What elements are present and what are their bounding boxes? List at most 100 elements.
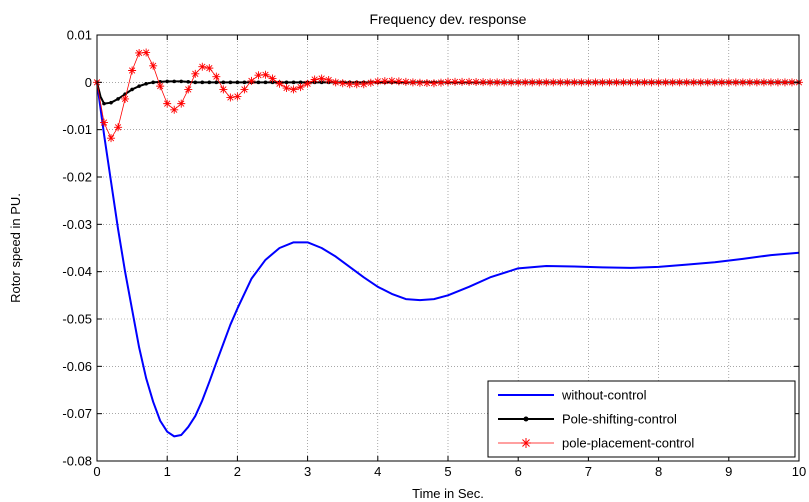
legend: without-control Pole-shifting-control pole…: [487, 380, 796, 458]
data-point: [121, 94, 130, 103]
data-point: [373, 77, 382, 86]
data-point: [296, 83, 305, 92]
data-point: [401, 77, 410, 86]
data-point: [661, 78, 670, 87]
data-point: [261, 70, 270, 79]
data-point: [114, 123, 123, 132]
data-point: [219, 85, 228, 94]
data-point: [422, 79, 431, 88]
legend-item: without-control: [498, 388, 647, 403]
data-point: [479, 78, 488, 87]
data-point: [275, 79, 284, 88]
data-point: [144, 81, 148, 86]
x-tick-label: 3: [304, 464, 311, 479]
data-point: [130, 87, 134, 92]
data-point: [717, 78, 726, 87]
data-point: [200, 80, 205, 85]
data-point: [759, 78, 768, 87]
data-point: [137, 84, 141, 88]
data-point: [647, 78, 656, 87]
data-point: [486, 78, 495, 87]
data-point: [263, 80, 268, 85]
data-point: [242, 80, 247, 85]
data-point: [542, 78, 551, 87]
data-point: [549, 78, 558, 87]
data-point: [109, 100, 113, 105]
y-tick-label: -0.07: [62, 406, 92, 421]
series-without-control: [96, 82, 800, 438]
data-point: [338, 79, 347, 88]
data-point: [465, 77, 474, 86]
data-point: [458, 77, 467, 86]
data-point: [228, 80, 233, 85]
data-point: [528, 78, 537, 87]
data-point: [556, 78, 565, 87]
x-tick-label: 5: [444, 464, 451, 479]
data-point: [128, 66, 137, 75]
data-point: [324, 75, 333, 84]
data-point: [212, 72, 221, 81]
x-tick-label: 2: [234, 464, 241, 479]
data-point: [626, 78, 635, 87]
legend-marker: [521, 438, 531, 448]
data-point: [352, 80, 361, 89]
data-point: [282, 84, 291, 93]
data-point: [359, 80, 368, 89]
y-tick-label: -0.02: [62, 170, 92, 185]
data-point: [472, 78, 481, 87]
series-layer: [93, 48, 803, 438]
data-point: [738, 78, 747, 87]
x-tick-label: 6: [515, 464, 522, 479]
data-point: [156, 82, 165, 91]
series-pole-placement-control: [93, 48, 803, 143]
y-tick-label: -0.04: [62, 264, 92, 279]
data-point: [619, 78, 628, 87]
y-tick-label: -0.06: [62, 359, 92, 374]
data-point: [577, 78, 586, 87]
data-point: [394, 77, 403, 86]
data-point: [703, 78, 712, 87]
data-point: [521, 78, 530, 87]
data-point: [170, 105, 179, 114]
data-point: [591, 78, 600, 87]
x-tick-label: 10: [792, 464, 806, 479]
data-point: [429, 79, 438, 88]
legend-item: pole-placement-control: [498, 436, 694, 451]
data-point: [731, 78, 740, 87]
data-point: [331, 78, 340, 87]
data-point: [605, 78, 614, 87]
data-point: [298, 80, 303, 85]
y-tick-label: -0.08: [62, 454, 92, 469]
data-point: [172, 79, 177, 84]
data-point: [149, 61, 158, 70]
data-point: [184, 85, 193, 94]
data-point: [235, 80, 240, 85]
data-point: [507, 78, 516, 87]
data-point: [163, 99, 172, 108]
legend-marker: [523, 416, 529, 422]
data-point: [563, 78, 572, 87]
data-point: [151, 80, 155, 85]
data-point: [584, 78, 593, 87]
data-point: [415, 78, 424, 87]
data-point: [780, 78, 789, 87]
data-point: [675, 78, 684, 87]
data-point: [289, 85, 298, 94]
data-point: [752, 78, 761, 87]
y-axis-title: Rotor speed in PU.: [8, 193, 23, 303]
ticks: 0 1 2 3 4 5 6 7 8 9 10 0.01 0 -0.01 -0.02 -0.03 -0.04 -0.…: [62, 28, 806, 480]
data-point: [186, 80, 191, 84]
data-point: [284, 80, 289, 85]
y-tick-label: 0: [85, 75, 92, 90]
x-tick-label: 8: [655, 464, 662, 479]
data-point: [214, 80, 219, 85]
y-tick-label: -0.01: [62, 122, 92, 137]
data-point: [500, 78, 509, 87]
data-point: [142, 48, 151, 57]
legend-item: Pole-shifting-control: [498, 412, 677, 427]
data-point: [165, 79, 169, 84]
data-point: [380, 77, 389, 86]
x-tick-label: 9: [725, 464, 732, 479]
data-point: [254, 71, 263, 80]
